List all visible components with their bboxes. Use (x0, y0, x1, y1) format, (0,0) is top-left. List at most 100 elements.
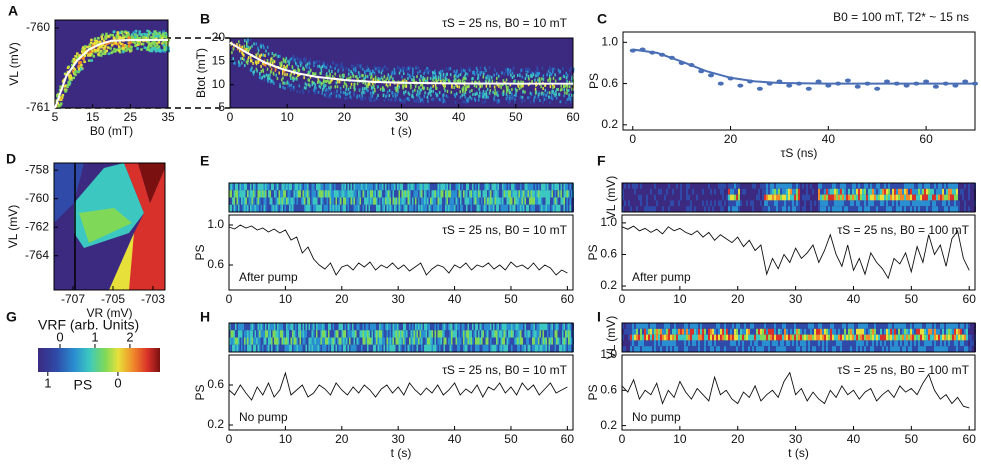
heatmap-cell (553, 323, 555, 330)
heatmap-cell (232, 338, 234, 345)
heatmap-cell (806, 189, 808, 195)
heatmap-cell (406, 183, 408, 190)
heatmap-cell (531, 190, 533, 197)
heatmap-cell (644, 346, 646, 352)
heatmap-cell (378, 66, 380, 69)
heatmap-cell (634, 346, 636, 352)
heatmap-cell (231, 323, 233, 330)
heatmap-cell (526, 73, 528, 76)
heatmap-cell (424, 91, 426, 94)
heatmap-cell (798, 195, 800, 201)
heatmap-cell (840, 189, 842, 195)
heatmap-cell (545, 89, 547, 92)
heatmap-cell (784, 206, 786, 212)
heatmap-cell (672, 329, 674, 335)
heatmap-cell (130, 49, 133, 52)
heatmap-cell (443, 73, 445, 76)
heatmap-cell (514, 96, 516, 99)
heatmap-cell (626, 329, 628, 335)
heatmap-cell (160, 35, 163, 38)
heatmap-cell (312, 338, 314, 345)
heatmap-cell (337, 330, 339, 337)
heatmap-cell (646, 346, 648, 352)
heatmap-cell (720, 183, 722, 189)
heatmap-cell (403, 330, 405, 337)
heatmap-cell (632, 340, 634, 346)
heatmap-cell (234, 205, 236, 212)
heatmap-cell (315, 61, 317, 64)
heatmap-cell (738, 189, 740, 195)
heatmap-cell (433, 198, 435, 205)
heatmap-cell (309, 205, 311, 212)
heatmap-cell (111, 44, 114, 47)
heatmap-cell (558, 205, 560, 212)
heatmap-cell (630, 340, 632, 346)
heatmap-cell (465, 183, 467, 190)
heatmap-cell (762, 183, 764, 189)
heatmap-cell (267, 338, 269, 345)
heatmap-cell (291, 84, 293, 87)
heatmap-cell (364, 190, 366, 197)
heatmap-cell (412, 71, 414, 74)
heatmap-cell (270, 198, 272, 205)
heatmap-cell (526, 338, 528, 345)
heatmap-cell (379, 338, 381, 345)
heatmap-cell (544, 323, 546, 330)
heatmap-cell (560, 89, 562, 92)
heatmap-cell (466, 323, 468, 330)
heatmap-cell (235, 183, 237, 190)
heatmap-cell (343, 91, 345, 94)
heatmap-cell (397, 338, 399, 345)
heatmap-cell (948, 195, 950, 201)
heatmap-cell (916, 200, 918, 206)
heatmap-cell (442, 183, 444, 190)
heatmap-cell (952, 189, 954, 195)
heatmap-cell (764, 200, 766, 206)
heatmap-cell (788, 189, 790, 195)
heatmap-cell (283, 183, 285, 190)
heatmap-cell (303, 323, 305, 330)
heatmap-cell (436, 323, 438, 330)
heatmap-cell (274, 345, 276, 352)
heatmap-cell (313, 198, 315, 205)
heatmap-cell (530, 100, 532, 103)
heatmap-cell (966, 195, 968, 201)
heatmap-cell (366, 83, 368, 86)
heatmap-cell (664, 206, 666, 212)
heatmap-cell (694, 189, 696, 195)
heatmap-cell (375, 205, 377, 212)
heatmap-cell (264, 345, 266, 352)
heatmap-cell (238, 198, 240, 205)
heatmap-cell (464, 70, 466, 73)
heatmap-cell (417, 205, 419, 212)
heatmap-cell (381, 323, 383, 330)
condition-label: No pump (239, 410, 288, 424)
x-tick-label: 0 (226, 432, 233, 446)
heatmap-cell (710, 195, 712, 201)
heatmap-cell (362, 94, 364, 97)
heatmap-cell (920, 183, 922, 189)
heatmap-cell (952, 206, 954, 212)
heatmap-cell (346, 323, 348, 330)
heatmap-cell (696, 183, 698, 189)
heatmap-cell (511, 205, 513, 212)
heatmap-cell (368, 83, 370, 86)
heatmap-cell (350, 76, 352, 79)
heatmap-cell (820, 200, 822, 206)
heatmap-cell (385, 198, 387, 205)
heatmap-cell (378, 190, 380, 197)
heatmap-cell (514, 100, 516, 103)
heatmap-cell (460, 190, 462, 197)
x-tick-label: 60 (919, 132, 933, 146)
heatmap-cell (232, 330, 234, 337)
heatmap-cell (444, 87, 446, 90)
heatmap-cell (363, 205, 365, 212)
heatmap-cell (318, 345, 320, 352)
heatmap-cell (448, 323, 450, 330)
heatmap-cell (444, 330, 446, 337)
heatmap-cell (564, 88, 566, 91)
heatmap-cell (498, 345, 500, 352)
heatmap-cell (814, 195, 816, 201)
heatmap-cell (834, 189, 836, 195)
heatmap-cell (486, 330, 488, 337)
